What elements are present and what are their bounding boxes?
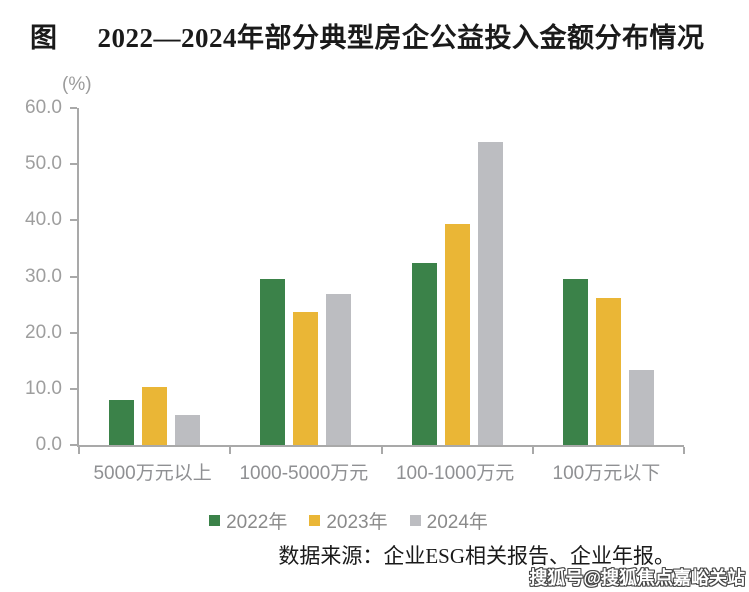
bar-2023年-5000万元以上 [142, 387, 168, 445]
watermark: 搜狐号@搜狐焦点嘉峪关站 [529, 568, 745, 588]
y-tick-mark [70, 107, 77, 109]
x-tick-mark [229, 447, 232, 454]
bar-2023年-100-1000万元 [444, 223, 470, 445]
y-tick-mark [70, 219, 77, 222]
x-axis-label: 1000-5000万元 [239, 463, 369, 484]
y-tick-label: 60.0 [25, 97, 62, 118]
bar-2023年-1000-5000万元 [293, 312, 319, 445]
y-tick-label: 50.0 [25, 153, 62, 175]
y-tick-label: 20.0 [25, 321, 62, 343]
y-tick-mark [70, 275, 77, 278]
bar-2022年-100万元以下 [562, 279, 588, 445]
y-tick-label: 40.0 [25, 209, 62, 231]
y-axis-unit-label: (%) [62, 74, 92, 95]
title-text: 2022—2024年部分典型房企公益投入金额分布情况 [97, 23, 705, 53]
y-tick-label: 0.0 [35, 434, 62, 455]
legend-item: 2023年 [309, 507, 388, 534]
bar-clusters [79, 108, 684, 445]
x-tick-mark [683, 447, 685, 454]
y-tick-mark [70, 331, 77, 334]
x-axis-label: 100-1000万元 [395, 463, 515, 484]
chart-title: 图 2022—2024年部分典型房企公益投入金额分布情况 [30, 16, 729, 55]
bar-2024年-100万元以下 [628, 369, 654, 445]
bar-cluster [382, 108, 533, 445]
plot-area [77, 108, 685, 454]
bar-2022年-1000-5000万元 [260, 279, 286, 445]
bar-2022年-5000万元以上 [109, 400, 135, 445]
bar-cluster [533, 108, 684, 445]
x-axis-label: 5000万元以上 [93, 463, 212, 484]
x-axis-labels: 5000万元以上 1000-5000万元 100-1000万元 100万元以下 [77, 458, 682, 485]
legend-swatch-icon [309, 515, 321, 526]
legend-item: 2022年 [209, 507, 287, 534]
y-tick-mark [70, 444, 77, 446]
y-tick-label: 10.0 [25, 377, 62, 399]
x-axis-label: 100万元以下 [552, 463, 661, 484]
bar-2022年-100-1000万元 [411, 263, 437, 445]
x-tick-mark [380, 447, 383, 454]
bar-2024年-100-1000万元 [477, 141, 503, 445]
source-note: 数据来源：企业ESG相关报告、企业年报。 [278, 544, 675, 568]
legend-swatch-icon [409, 515, 421, 526]
title-prefix: 图 [30, 23, 58, 53]
x-tick-mark [531, 447, 534, 454]
y-tick-label: 30.0 [25, 265, 62, 287]
bar-2024年-5000万元以上 [175, 414, 201, 445]
bar-2023年-100万元以下 [595, 297, 621, 445]
x-tick-mark [78, 447, 80, 454]
legend-item: 2024年 [409, 507, 488, 534]
y-tick-mark [70, 387, 77, 390]
y-tick-mark [70, 163, 77, 166]
legend: 2022年 2023年 2024年 [0, 507, 723, 534]
legend-label: 2023年 [326, 512, 388, 533]
legend-label: 2022年 [226, 512, 288, 533]
bar-cluster [79, 108, 230, 445]
legend-label: 2024年 [426, 512, 488, 533]
bar-cluster [230, 108, 381, 445]
legend-swatch-icon [209, 515, 221, 526]
bar-2024年-1000-5000万元 [326, 293, 352, 445]
